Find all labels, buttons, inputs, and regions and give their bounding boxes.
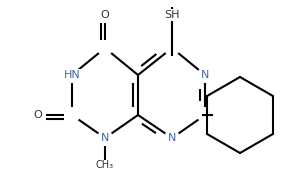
Text: CH₃: CH₃ <box>96 160 114 170</box>
Text: O: O <box>101 10 109 20</box>
Text: O: O <box>34 110 42 120</box>
Text: SH: SH <box>164 10 180 20</box>
Text: N: N <box>101 133 109 143</box>
Text: HN: HN <box>64 70 80 80</box>
Text: N: N <box>201 70 209 80</box>
Text: N: N <box>168 133 176 143</box>
